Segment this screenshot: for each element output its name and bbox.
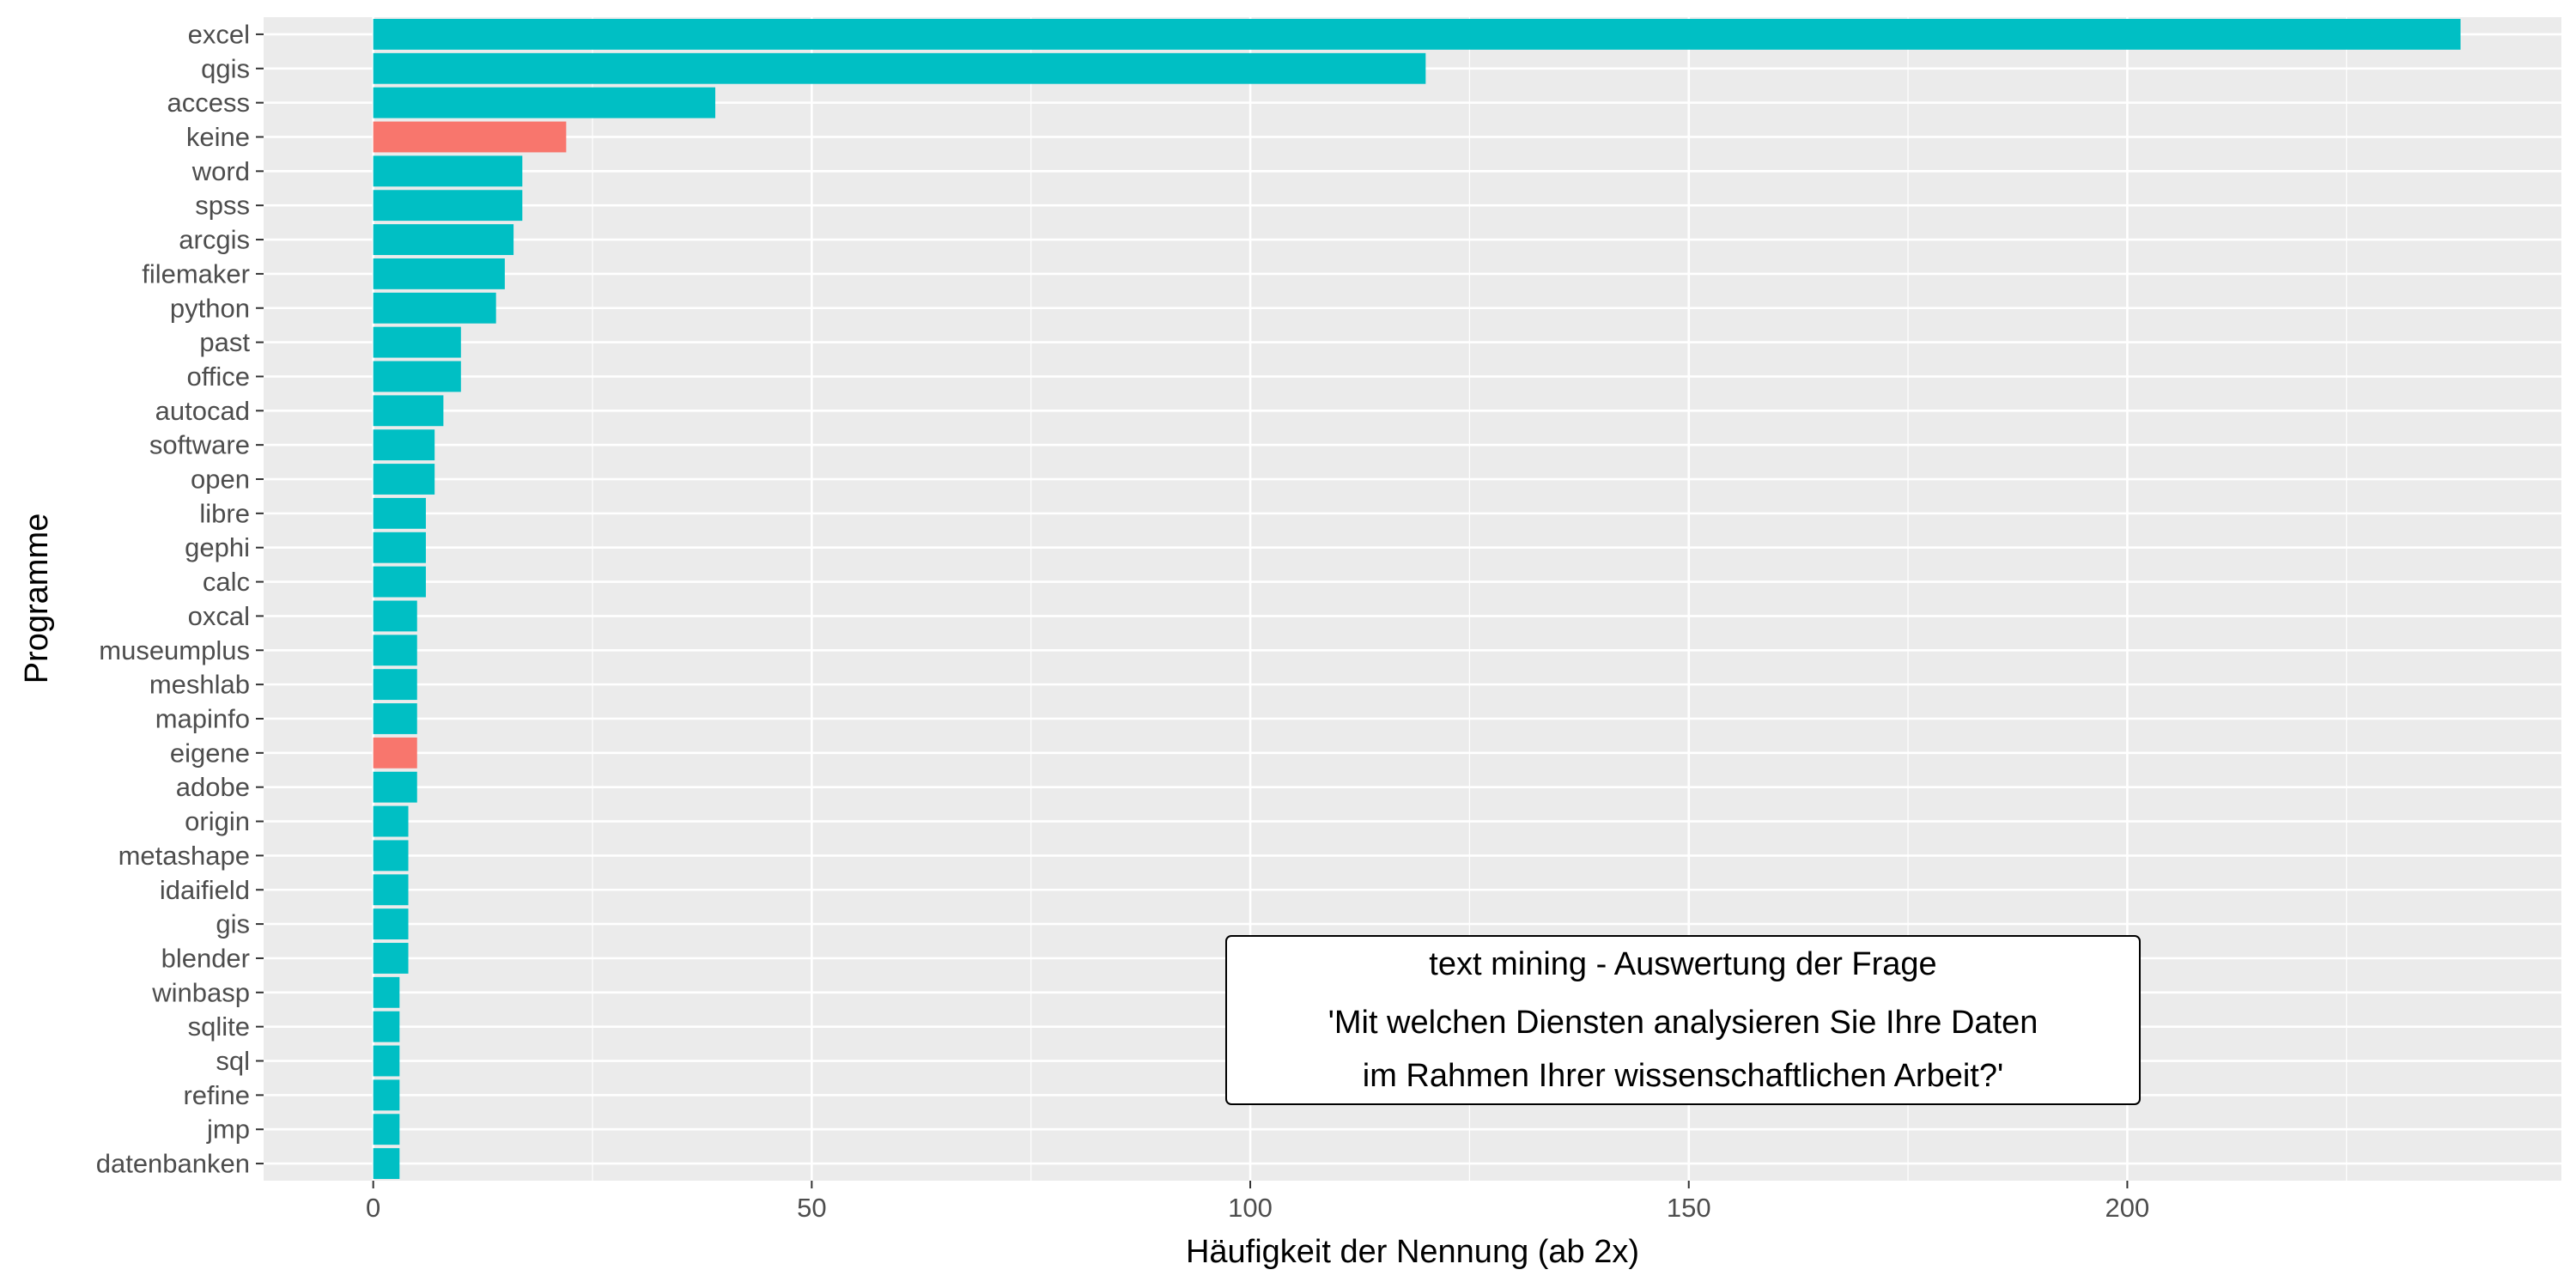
y-tick-label: mapinfo — [155, 703, 250, 733]
y-tick-label: past — [199, 327, 250, 357]
bar-python — [373, 292, 496, 324]
y-tick-label: gephi — [185, 532, 250, 562]
y-tick-label: arcgis — [179, 225, 250, 255]
bar-spss — [373, 190, 523, 222]
bar-gephi — [373, 532, 426, 563]
y-tick-label: filemaker — [142, 258, 250, 289]
y-tick-label: winbasp — [151, 977, 250, 1007]
bar-keine — [373, 121, 567, 153]
bar-arcgis — [373, 224, 514, 255]
y-tick-label: datenbanken — [96, 1149, 250, 1179]
bar-excel — [373, 18, 2461, 50]
bar-filemaker — [373, 258, 505, 289]
bar-word — [373, 155, 523, 187]
bar-blender — [373, 943, 409, 974]
bar-oxcal — [373, 600, 417, 632]
bar-meshlab — [373, 669, 417, 701]
bars — [373, 18, 2461, 1180]
y-tick-label: sqlite — [188, 1012, 250, 1042]
y-tick-label: office — [186, 361, 250, 392]
bar-eigene — [373, 737, 417, 769]
y-tick-label: gis — [216, 909, 250, 939]
bar-refine — [373, 1079, 400, 1111]
bar-qgis — [373, 52, 1426, 84]
bar-autocad — [373, 395, 444, 427]
y-tick-label: museumplus — [99, 635, 250, 665]
bar-access — [373, 87, 716, 118]
x-tick-label: 150 — [1667, 1193, 1711, 1223]
bar-libre — [373, 497, 426, 529]
y-tick-label: open — [191, 465, 250, 495]
y-tick-label: refine — [183, 1080, 250, 1110]
bar-calc — [373, 566, 426, 598]
annotation-line-1: text mining - Auswertung der Frage — [1429, 946, 1936, 982]
y-axis-title: Programme — [19, 513, 55, 684]
bar-winbasp — [373, 976, 400, 1008]
bar-software — [373, 429, 435, 461]
y-tick-label: eigene — [170, 738, 250, 768]
y-tick-label: libre — [199, 498, 250, 528]
y-tick-label: autocad — [155, 396, 250, 426]
y-tick-label: origin — [185, 806, 250, 836]
bar-datenbanken — [373, 1148, 400, 1180]
bar-open — [373, 464, 435, 495]
y-tick-label: calc — [203, 567, 250, 597]
y-tick-label: excel — [188, 19, 250, 49]
y-tick-label: metashape — [118, 841, 250, 871]
annotation-box: text mining - Auswertung der Frage 'Mit … — [1225, 935, 2141, 1105]
y-tick-label: keine — [186, 122, 250, 152]
bar-metashape — [373, 840, 409, 872]
bar-jmp — [373, 1114, 400, 1145]
y-tick-label: sql — [216, 1046, 250, 1076]
y-axis: excel qgis access keine word spss arcgisfilema… — [96, 19, 264, 1179]
y-tick-label: blender — [161, 943, 250, 973]
x-axis: 0 50 100 150 200 — [366, 1181, 2149, 1223]
x-tick-label: 100 — [1228, 1193, 1273, 1223]
y-tick-label: spss — [195, 191, 250, 221]
y-tick-label: idaifield — [160, 875, 250, 905]
bar-adobe — [373, 771, 417, 803]
annotation-line-2: 'Mit welchen Diensten analysieren Sie Ih… — [1328, 1005, 2038, 1041]
bar-mapinfo — [373, 703, 417, 734]
bar-sqlite — [373, 1011, 400, 1042]
y-tick-label: adobe — [176, 772, 250, 802]
y-tick-label: oxcal — [188, 601, 250, 631]
x-tick-label: 200 — [2105, 1193, 2150, 1223]
bar-origin — [373, 805, 409, 837]
x-tick-label: 50 — [797, 1193, 826, 1223]
x-axis-title: Häufigkeit der Nennung (ab 2x) — [1186, 1234, 1639, 1270]
y-tick-label: python — [170, 293, 250, 323]
bar-gis — [373, 908, 409, 940]
bar-sql — [373, 1045, 400, 1077]
y-tick-label: jmp — [206, 1115, 250, 1145]
x-tick-label: 0 — [366, 1193, 380, 1223]
bar-office — [373, 361, 461, 392]
y-tick-label: software — [149, 430, 250, 460]
bar-past — [373, 326, 461, 358]
bar-idaifield — [373, 874, 409, 906]
y-tick-label: word — [191, 156, 250, 186]
bar-museumplus — [373, 635, 417, 666]
annotation-line-3: im Rahmen Ihrer wissenschaftlichen Arbei… — [1363, 1058, 2003, 1094]
y-tick-label: meshlab — [149, 670, 250, 700]
y-tick-label: qgis — [201, 53, 250, 83]
y-tick-label: access — [167, 88, 250, 118]
